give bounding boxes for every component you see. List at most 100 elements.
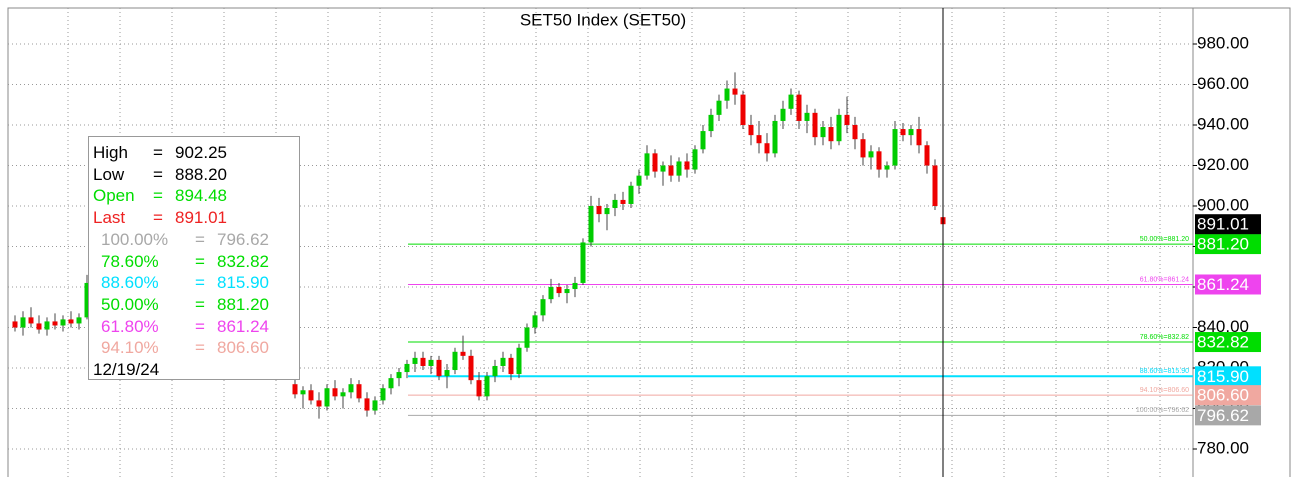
info-value: 888.20: [175, 164, 227, 184]
candle-body: [756, 135, 762, 144]
candle-body: [620, 199, 626, 204]
price-box-label: 861.24: [1197, 275, 1249, 294]
candle-body: [788, 94, 794, 109]
candle-body: [868, 151, 874, 158]
price-box: [1195, 405, 1261, 426]
info-label: 61.80%: [101, 316, 159, 336]
candle-body: [428, 359, 434, 366]
info-separator: [195, 229, 205, 250]
candle-body: [692, 149, 698, 170]
candle-body: [884, 165, 890, 170]
fib-line-label: 50.00%=881.20: [1140, 236, 1189, 243]
price-box: [1195, 332, 1261, 353]
candle-body: [596, 206, 602, 215]
info-label: 94.10%: [101, 338, 159, 358]
candle-body: [588, 206, 594, 243]
price-box: [1195, 214, 1261, 235]
candle-body: [20, 317, 26, 328]
candle-body: [572, 282, 578, 290]
info-label: Low: [93, 164, 125, 184]
candle-body: [732, 88, 738, 95]
candle-body: [420, 357, 426, 366]
candle-body: [348, 384, 354, 393]
candle-body: [844, 114, 850, 125]
y-tick-label: 780.00: [1197, 438, 1249, 457]
candle-body: [316, 400, 322, 407]
info-value: 891.01: [175, 208, 227, 228]
info-value: 861.24: [217, 316, 269, 336]
info-label: Open: [93, 186, 135, 206]
price-box-label: 796.62: [1197, 406, 1249, 425]
candle-body: [724, 88, 730, 101]
info-separator: [195, 337, 205, 358]
candle-body: [356, 384, 362, 399]
candle-body: [612, 199, 618, 209]
candle-body: [60, 319, 66, 326]
candle-body: [764, 143, 770, 154]
candle-body: [676, 161, 682, 176]
candle-body: [700, 131, 706, 150]
candle-body: [340, 392, 346, 397]
fib-line-label: 61.80%=861.24: [1140, 276, 1189, 283]
candle-body: [532, 315, 538, 328]
frame: [7, 7, 1291, 477]
candle-body: [924, 145, 930, 166]
candle-body: [644, 153, 650, 176]
candle-body: [380, 388, 386, 401]
candle-body: [444, 370, 450, 377]
candle-body: [812, 112, 818, 138]
info-value: 806.60: [217, 338, 269, 358]
info-label: High: [93, 143, 128, 162]
candle-body: [716, 100, 722, 115]
info-date: 12/19/24: [93, 360, 160, 379]
info-value: 796.62: [217, 229, 269, 249]
candle-body: [780, 108, 786, 121]
info-label: 78.60%: [101, 251, 159, 271]
candle-body: [796, 94, 802, 121]
price-box: [1195, 385, 1261, 406]
candle-body: [364, 398, 370, 411]
fib-line-label: 94.10%=806.60: [1140, 387, 1189, 394]
candle-body: [452, 351, 458, 371]
candle-body: [804, 112, 810, 121]
candle-body: [44, 321, 50, 330]
info-label: Last: [93, 208, 126, 228]
candle-body: [508, 357, 514, 375]
candle-body: [932, 165, 938, 206]
candle-body: [52, 321, 58, 326]
candle-body: [820, 127, 826, 138]
price-box-label: 815.90: [1197, 367, 1249, 386]
candle-body: [660, 165, 666, 172]
candle-body: [564, 289, 570, 294]
fib-line-label: 78.60%=832.82: [1140, 334, 1189, 341]
candle-body: [36, 323, 42, 330]
info-label: 100.00%: [101, 229, 169, 249]
candle-body: [492, 365, 498, 377]
info-value: 894.48: [175, 186, 227, 206]
y-tick-label: 980.00: [1197, 33, 1249, 52]
info-value: 902.25: [175, 143, 227, 162]
info-value: 881.20: [217, 294, 269, 314]
candle-body: [772, 120, 778, 154]
candle-body: [604, 208, 610, 215]
candle-body: [748, 125, 754, 136]
candle-body: [300, 390, 306, 395]
y-tick-label: 940.00: [1197, 114, 1249, 133]
candle-body: [916, 129, 922, 146]
price-box: [1195, 366, 1261, 387]
price-box: [1195, 274, 1261, 295]
candle-body: [516, 347, 522, 375]
y-tick-label: 960.00: [1197, 74, 1249, 93]
candle-body: [28, 317, 34, 324]
candle-body: [852, 125, 858, 140]
candle-body: [500, 357, 506, 366]
candle-body: [860, 139, 866, 158]
candle-body: [484, 376, 490, 397]
price-box-label: 881.20: [1197, 235, 1249, 254]
info-separator: [195, 251, 205, 272]
candle-body: [412, 357, 418, 364]
candle-body: [76, 317, 82, 324]
fib-line-label: 100.00%=796.62: [1136, 407, 1189, 414]
